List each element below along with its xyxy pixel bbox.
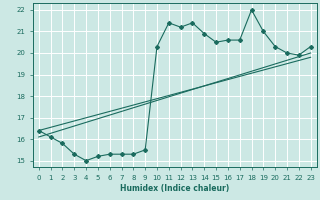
X-axis label: Humidex (Indice chaleur): Humidex (Indice chaleur)	[120, 184, 229, 193]
